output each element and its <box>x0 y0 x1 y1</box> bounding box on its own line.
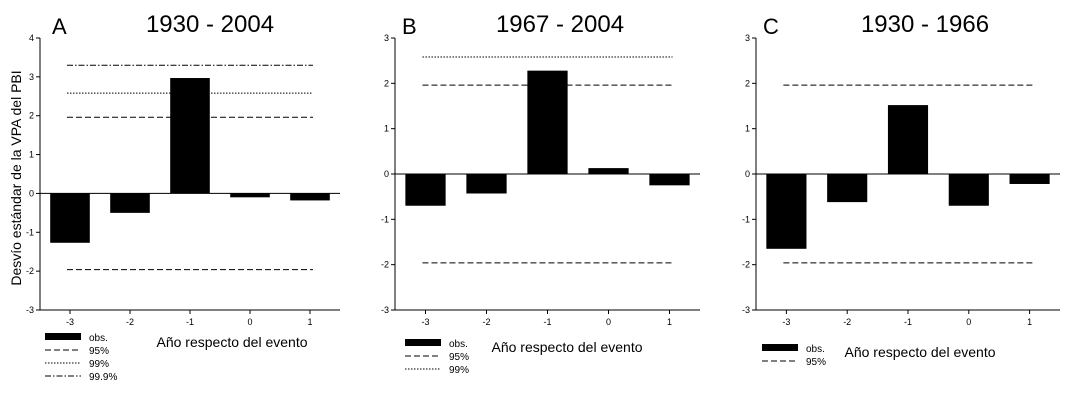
x-tick-label: -1 <box>543 317 551 327</box>
y-tick-label: 3 <box>745 33 750 43</box>
x-axis-title: Año respecto del evento <box>492 339 643 355</box>
y-axis-title: Desvío estándar de la VPA del PBI <box>8 70 24 285</box>
panel-letter: C <box>763 14 779 39</box>
y-tick-label: 2 <box>384 78 389 88</box>
y-tick-label: -1 <box>742 214 750 224</box>
x-axis-title: Año respecto del evento <box>845 344 996 360</box>
x-tick-label: -2 <box>126 317 134 327</box>
y-tick-label: 1 <box>745 124 750 134</box>
y-tick-label: 2 <box>745 78 750 88</box>
panel-letter: A <box>52 14 67 39</box>
y-tick-label: 1 <box>384 124 389 134</box>
legend-label: obs. <box>806 344 825 355</box>
chart-title: 1967 - 2004 <box>496 11 624 38</box>
x-tick-label: 0 <box>247 317 252 327</box>
bar--3 <box>405 174 446 206</box>
legend: obs. 95% 99% <box>405 339 469 376</box>
legend: obs. 95% 99% 99.9% <box>45 333 117 383</box>
y-tick-label: -2 <box>26 266 34 276</box>
x-tick-label: -3 <box>782 317 790 327</box>
y-tick-label: -3 <box>742 305 750 315</box>
x-tick-label: 0 <box>966 317 971 327</box>
legend-swatch-obs <box>405 339 441 346</box>
bar--2 <box>466 174 507 194</box>
x-tick-label: 1 <box>307 317 312 327</box>
y-tick-label: -3 <box>381 305 389 315</box>
legend-swatch-obs <box>45 333 81 340</box>
y-tick-label: 0 <box>745 169 750 179</box>
chart-panel-b: B 1967 - 2004 -3 -2 -1 0 1 2 3 -3 -2 -1 0 1 Año respec… <box>381 11 700 376</box>
legend-label: obs. <box>449 339 468 350</box>
x-tick-label: -3 <box>66 317 74 327</box>
y-tick-label: 0 <box>29 188 34 198</box>
legend: obs. 95% <box>762 344 826 368</box>
y-tick-label: 1 <box>29 150 34 160</box>
panel-letter: B <box>402 14 417 39</box>
legend-label: 99.9% <box>89 372 117 383</box>
x-tick-label: 0 <box>606 317 611 327</box>
chart-panel-c: C 1930 - 1966 -3 -2 -1 0 1 2 3 -3 -2 -1 0 1 Año respec… <box>742 11 1060 368</box>
x-tick-label: -2 <box>843 317 851 327</box>
y-tick-label: -3 <box>26 305 34 315</box>
bar--1 <box>527 70 568 174</box>
bar--1 <box>170 78 210 194</box>
x-tick-label: -1 <box>186 317 194 327</box>
legend-label: 99% <box>449 365 469 376</box>
x-tick-label: 1 <box>1027 317 1032 327</box>
y-tick-label: 3 <box>384 33 389 43</box>
chart-title: 1930 - 1966 <box>861 11 989 38</box>
y-tick-label: -2 <box>742 260 750 270</box>
x-tick-label: -1 <box>904 317 912 327</box>
y-tick-label: -1 <box>381 214 389 224</box>
x-tick-label: 1 <box>667 317 672 327</box>
y-tick-label: 0 <box>384 169 389 179</box>
chart-title: 1930 - 2004 <box>146 11 274 38</box>
y-tick-label: 2 <box>29 111 34 121</box>
bar-0 <box>948 174 989 206</box>
bar-1 <box>1009 174 1050 184</box>
bar--3 <box>766 174 807 249</box>
bar--3 <box>50 193 90 243</box>
bar-1 <box>649 174 690 186</box>
chart-panel-a: A 1930 - 2004 -3 -2 -1 0 1 2 3 4 -3 -2 -1 0 1 Año respe… <box>26 11 340 383</box>
bar--2 <box>110 193 150 213</box>
x-tick-label: -3 <box>421 317 429 327</box>
legend-label: obs. <box>89 333 108 344</box>
legend-label: 99% <box>89 359 109 370</box>
y-tick-label: -1 <box>26 227 34 237</box>
x-axis-title: Año respecto del evento <box>157 334 308 350</box>
legend-swatch-obs <box>762 344 798 351</box>
bar-0 <box>230 193 270 198</box>
bar-0 <box>588 168 629 174</box>
bar--2 <box>827 174 868 203</box>
legend-label: 95% <box>449 352 469 363</box>
legend-label: 95% <box>806 357 826 368</box>
y-tick-label: 4 <box>29 33 34 43</box>
legend-label: 95% <box>89 346 109 357</box>
y-tick-label: -2 <box>381 260 389 270</box>
bar--1 <box>887 105 929 174</box>
y-tick-label: 3 <box>29 72 34 82</box>
x-tick-label: -2 <box>482 317 490 327</box>
bar-1 <box>290 193 330 201</box>
